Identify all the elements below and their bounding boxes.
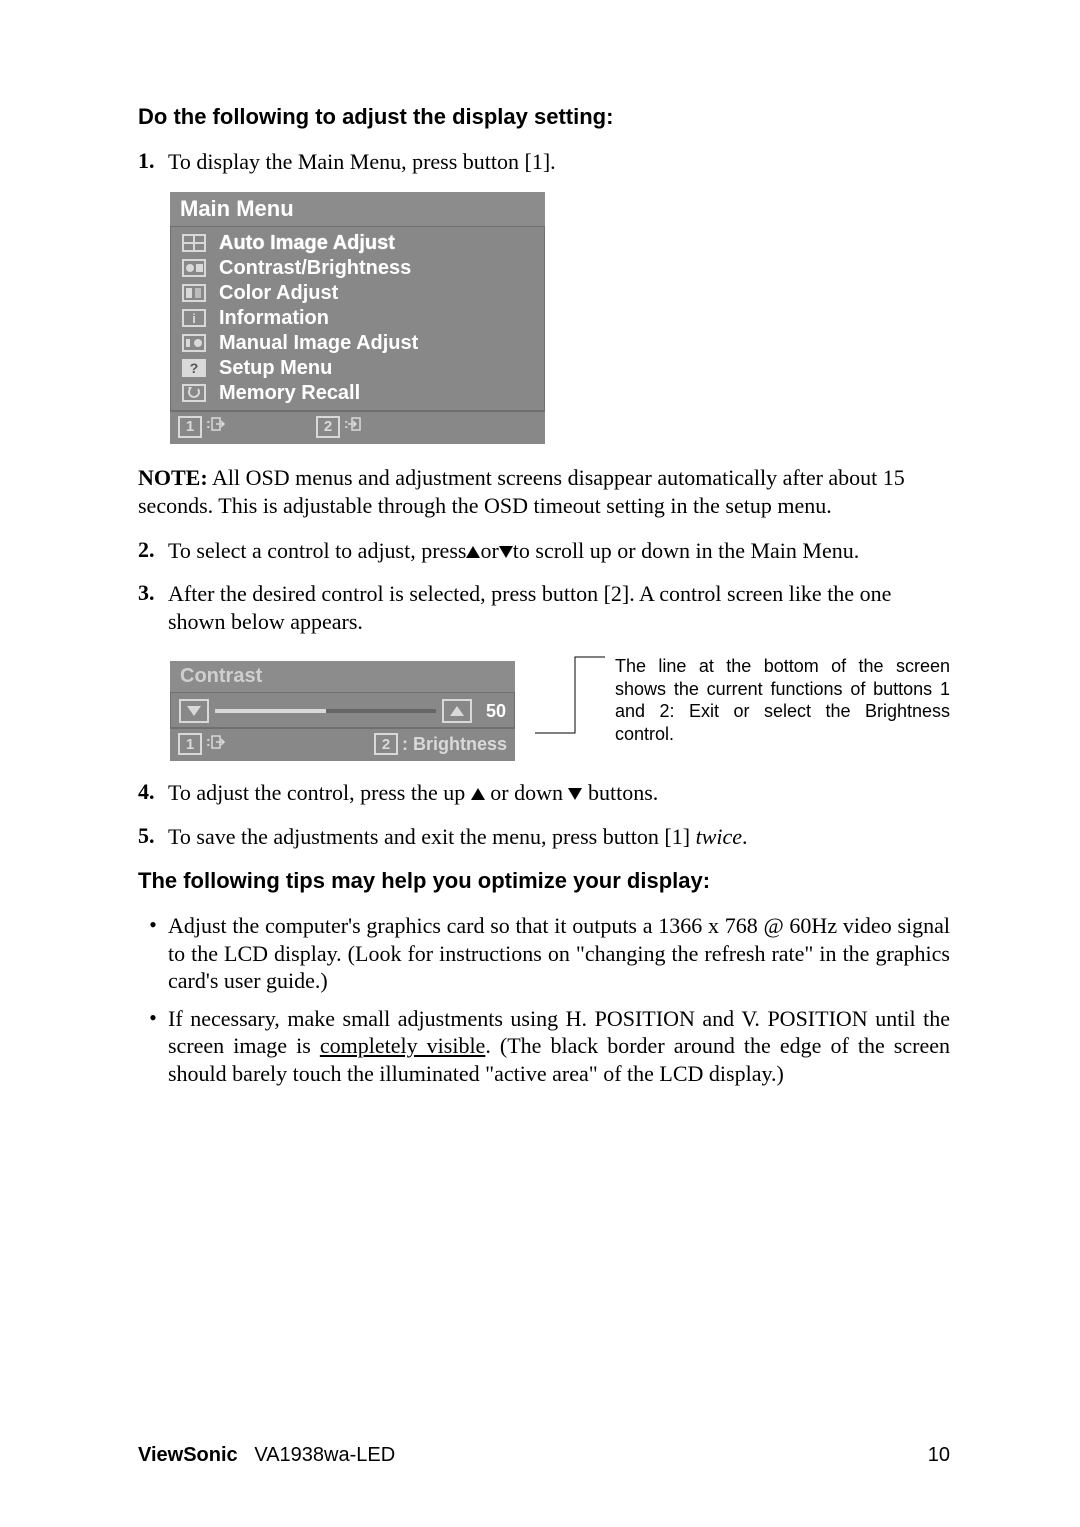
osd-item-color: Color Adjust xyxy=(177,281,538,306)
tip-2-underline: completely visible xyxy=(320,1033,485,1058)
bullet-dot: • xyxy=(138,1005,168,1088)
contrast-slider xyxy=(215,709,436,713)
osd-main-menu: Main Menu Auto Image Adjust Contrast/Bri… xyxy=(170,192,545,444)
note-osd-timeout: NOTE: All OSD menus and adjustment scree… xyxy=(138,464,950,521)
step-4-text: To adjust the control, press the up or d… xyxy=(168,779,950,807)
tip-1: • Adjust the computer's graphics card so… xyxy=(138,912,950,995)
osd-item-contrast: Contrast/Brightness xyxy=(177,256,538,281)
step-4-pre: To adjust the control, press the up xyxy=(168,780,471,805)
page-footer: ViewSonic VA1938wa-LED 10 xyxy=(138,1444,950,1467)
up-triangle-icon xyxy=(466,546,480,558)
step-3: 3. After the desired control is selected… xyxy=(138,580,950,635)
step-1-num: 1. xyxy=(138,148,168,176)
step-3-text: After the desired control is selected, p… xyxy=(168,580,950,635)
exit-icon: : xyxy=(206,734,226,755)
osd-item-label: Contrast/Brightness xyxy=(219,257,411,280)
contrast-slider-fill xyxy=(215,709,326,713)
step-4-post: buttons. xyxy=(582,780,658,805)
step-2: 2. To select a control to adjust, press o… xyxy=(138,537,950,565)
osd-item-label: Setup Menu xyxy=(219,357,332,380)
bullet-dot: • xyxy=(138,912,168,995)
step-2-num: 2. xyxy=(138,537,168,565)
svg-text:?: ? xyxy=(190,360,199,376)
down-button-icon xyxy=(179,699,209,723)
down-triangle-icon xyxy=(568,788,582,800)
svg-text:i: i xyxy=(192,311,196,326)
osd-item-label: Manual Image Adjust xyxy=(219,332,418,355)
note-text: All OSD menus and adjustment screens dis… xyxy=(138,465,905,519)
step-2-mid: or xyxy=(480,538,498,563)
footer-model: VA1938wa-LED xyxy=(254,1444,395,1466)
heading-tips: The following tips may help you optimize… xyxy=(138,868,950,894)
osd-item-label: Color Adjust xyxy=(219,282,338,305)
osd-main-items: Auto Image Adjust Contrast/Brightness Co… xyxy=(170,226,545,411)
tip-2: • If necessary, make small adjustments u… xyxy=(138,1005,950,1088)
footer-brand: ViewSonic xyxy=(138,1444,238,1466)
step-5-text: To save the adjustments and exit the men… xyxy=(168,823,950,851)
manual-adjust-icon xyxy=(181,333,207,353)
osd-contrast-btn-2-label: : Brightness xyxy=(402,734,507,755)
osd-contrast-btn-2: 2 : Brightness xyxy=(374,733,507,755)
svg-text::: : xyxy=(206,416,211,431)
osd-contrast-title: Contrast xyxy=(170,661,515,692)
osd-contrast-btn-1: 1 : xyxy=(178,733,226,755)
osd-contrast-footer: 1 : 2 : Brightness xyxy=(170,728,515,761)
recall-icon xyxy=(181,383,207,403)
step-5-italic: twice xyxy=(696,824,742,849)
step-4-mid: or down xyxy=(485,780,569,805)
footer-page: 10 xyxy=(928,1444,950,1467)
osd-contrast-btn-1-box: 1 xyxy=(178,733,202,755)
step-3-num: 3. xyxy=(138,580,168,635)
osd-item-recall: Memory Recall xyxy=(177,381,538,406)
contrast-icon xyxy=(181,258,207,278)
osd-item-info: i Information xyxy=(177,306,538,331)
osd-contrast-btn-2-box: 2 xyxy=(374,733,398,755)
step-4-num: 4. xyxy=(138,779,168,807)
svg-text::: : xyxy=(206,734,211,749)
osd-main-title: Main Menu xyxy=(170,192,545,226)
step-1: 1. To display the Main Menu, press butto… xyxy=(138,148,950,176)
crosshair-icon xyxy=(181,233,207,253)
osd-item-label: Information xyxy=(219,307,329,330)
footer-left: ViewSonic VA1938wa-LED xyxy=(138,1444,395,1467)
contrast-value: 50 xyxy=(478,701,506,722)
osd-item-manual: Manual Image Adjust xyxy=(177,331,538,356)
osd-contrast-body: 50 xyxy=(170,692,515,728)
step-5-post: . xyxy=(742,824,748,849)
step-5-num: 5. xyxy=(138,823,168,851)
up-button-icon xyxy=(442,699,472,723)
step-2-pre: To select a control to adjust, press xyxy=(168,538,466,563)
step-2-post: to scroll up or down in the Main Menu. xyxy=(513,538,859,563)
contrast-callout-row: Contrast 50 1 : 2 : Brightness xyxy=(138,651,950,779)
tip-2-text: If necessary, make small adjustments usi… xyxy=(168,1005,950,1088)
osd-item-setup: ? Setup Menu xyxy=(177,356,538,381)
osd-item-label: Memory Recall xyxy=(219,382,360,405)
osd-item-label: Auto Image Adjust xyxy=(219,232,395,255)
down-triangle-icon xyxy=(499,546,513,558)
exit-icon: : xyxy=(206,416,226,437)
osd-contrast: Contrast 50 1 : 2 : Brightness xyxy=(170,661,515,761)
setup-icon: ? xyxy=(181,358,207,378)
osd-btn-1: 1 : xyxy=(178,416,226,438)
enter-icon: : xyxy=(344,416,364,437)
tip-1-text: Adjust the computer's graphics card so t… xyxy=(168,912,950,995)
svg-text::: : xyxy=(344,416,349,431)
info-icon: i xyxy=(181,308,207,328)
osd-btn-2: 2 : xyxy=(316,416,364,438)
color-icon xyxy=(181,283,207,303)
heading-adjust: Do the following to adjust the display s… xyxy=(138,104,950,130)
callout-text: The line at the bottom of the screen sho… xyxy=(615,655,950,745)
up-triangle-icon xyxy=(471,788,485,800)
osd-btn-2-box: 2 xyxy=(316,416,340,438)
step-4: 4. To adjust the control, press the up o… xyxy=(138,779,950,807)
note-label: NOTE: xyxy=(138,465,208,490)
step-5-pre: To save the adjustments and exit the men… xyxy=(168,824,696,849)
step-5: 5. To save the adjustments and exit the … xyxy=(138,823,950,851)
osd-item-auto-image: Auto Image Adjust xyxy=(177,231,538,256)
osd-main-footer: 1 : 2 : xyxy=(170,411,545,444)
step-1-text: To display the Main Menu, press button [… xyxy=(168,148,950,176)
osd-btn-1-box: 1 xyxy=(178,416,202,438)
step-2-text: To select a control to adjust, press orto… xyxy=(168,537,950,565)
